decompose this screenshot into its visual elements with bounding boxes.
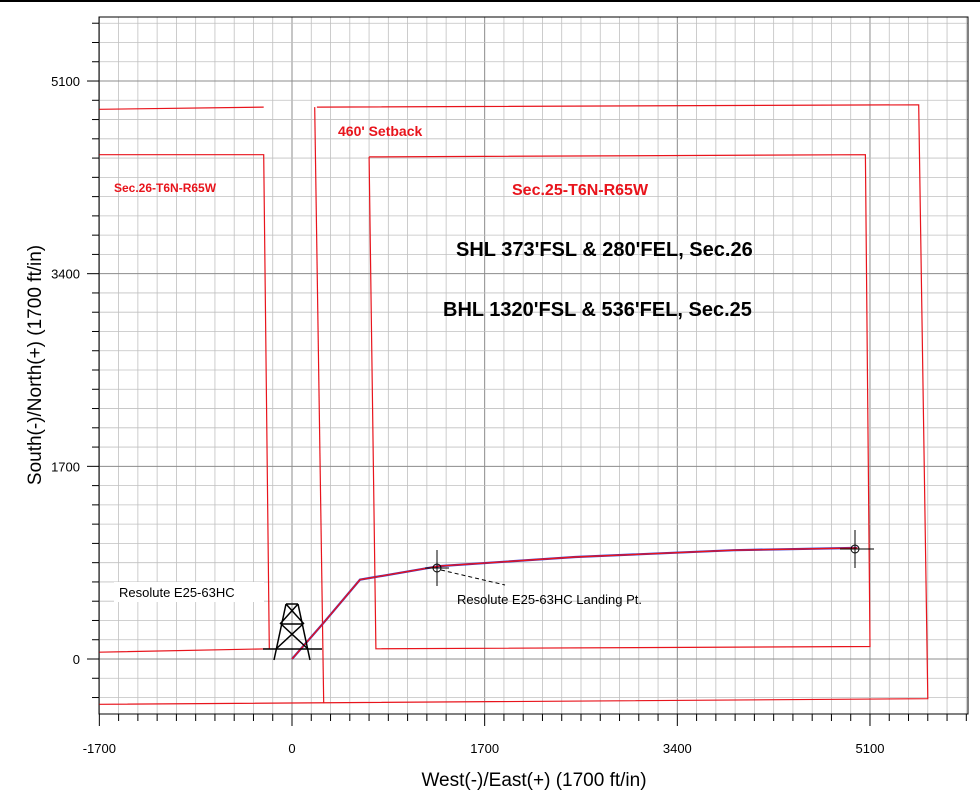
section-line bbox=[314, 107, 325, 704]
section-25-label: Sec.25-T6N-R65W bbox=[512, 182, 649, 199]
section-26-label: Sec.26-T6N-R65W bbox=[114, 181, 217, 195]
x-axis-label: West(-)/East(+) (1700 ft/in) bbox=[421, 770, 646, 791]
well-name-backing bbox=[114, 582, 264, 602]
section-line bbox=[99, 154, 270, 653]
plot-frame bbox=[98, 16, 969, 715]
y-axis-label: South(-)/North(+) (1700 ft/in) bbox=[25, 245, 46, 485]
tick-labels: -1700 0 1700 3400 5100 0 1700 3400 5100 bbox=[51, 74, 884, 756]
x-tick-label: 0 bbox=[288, 741, 295, 756]
wellpath-line bbox=[291, 547, 858, 660]
landing-point-marker bbox=[425, 550, 506, 586]
section-line bbox=[99, 104, 929, 705]
shl-label: SHL 373'FSL & 280'FEL, Sec.26 bbox=[456, 239, 753, 261]
axis-ticks bbox=[87, 22, 967, 726]
x-tick-label: 3400 bbox=[663, 741, 692, 756]
section-line bbox=[99, 106, 264, 110]
section-lines bbox=[99, 104, 929, 705]
wellpath bbox=[291, 546, 858, 660]
bottom-hole-marker bbox=[840, 530, 874, 568]
well-name-label: Resolute E25-63HC bbox=[119, 585, 235, 600]
y-tick-label: 0 bbox=[73, 652, 80, 667]
x-tick-label: 5100 bbox=[856, 741, 885, 756]
grid bbox=[98, 17, 968, 714]
bhl-label: BHL 1320'FSL & 536'FEL, Sec.25 bbox=[443, 299, 752, 321]
y-tick-label: 3400 bbox=[51, 267, 80, 282]
rig-icon bbox=[263, 603, 322, 661]
x-tick-label: -1700 bbox=[83, 741, 116, 756]
setback-label: 460' Setback bbox=[338, 123, 422, 139]
landing-point-label: Resolute E25-63HC Landing Pt. bbox=[457, 592, 642, 607]
x-tick-label: 1700 bbox=[470, 741, 499, 756]
y-tick-label: 1700 bbox=[51, 459, 80, 474]
section-line bbox=[368, 154, 871, 650]
y-tick-label: 5100 bbox=[51, 74, 80, 89]
